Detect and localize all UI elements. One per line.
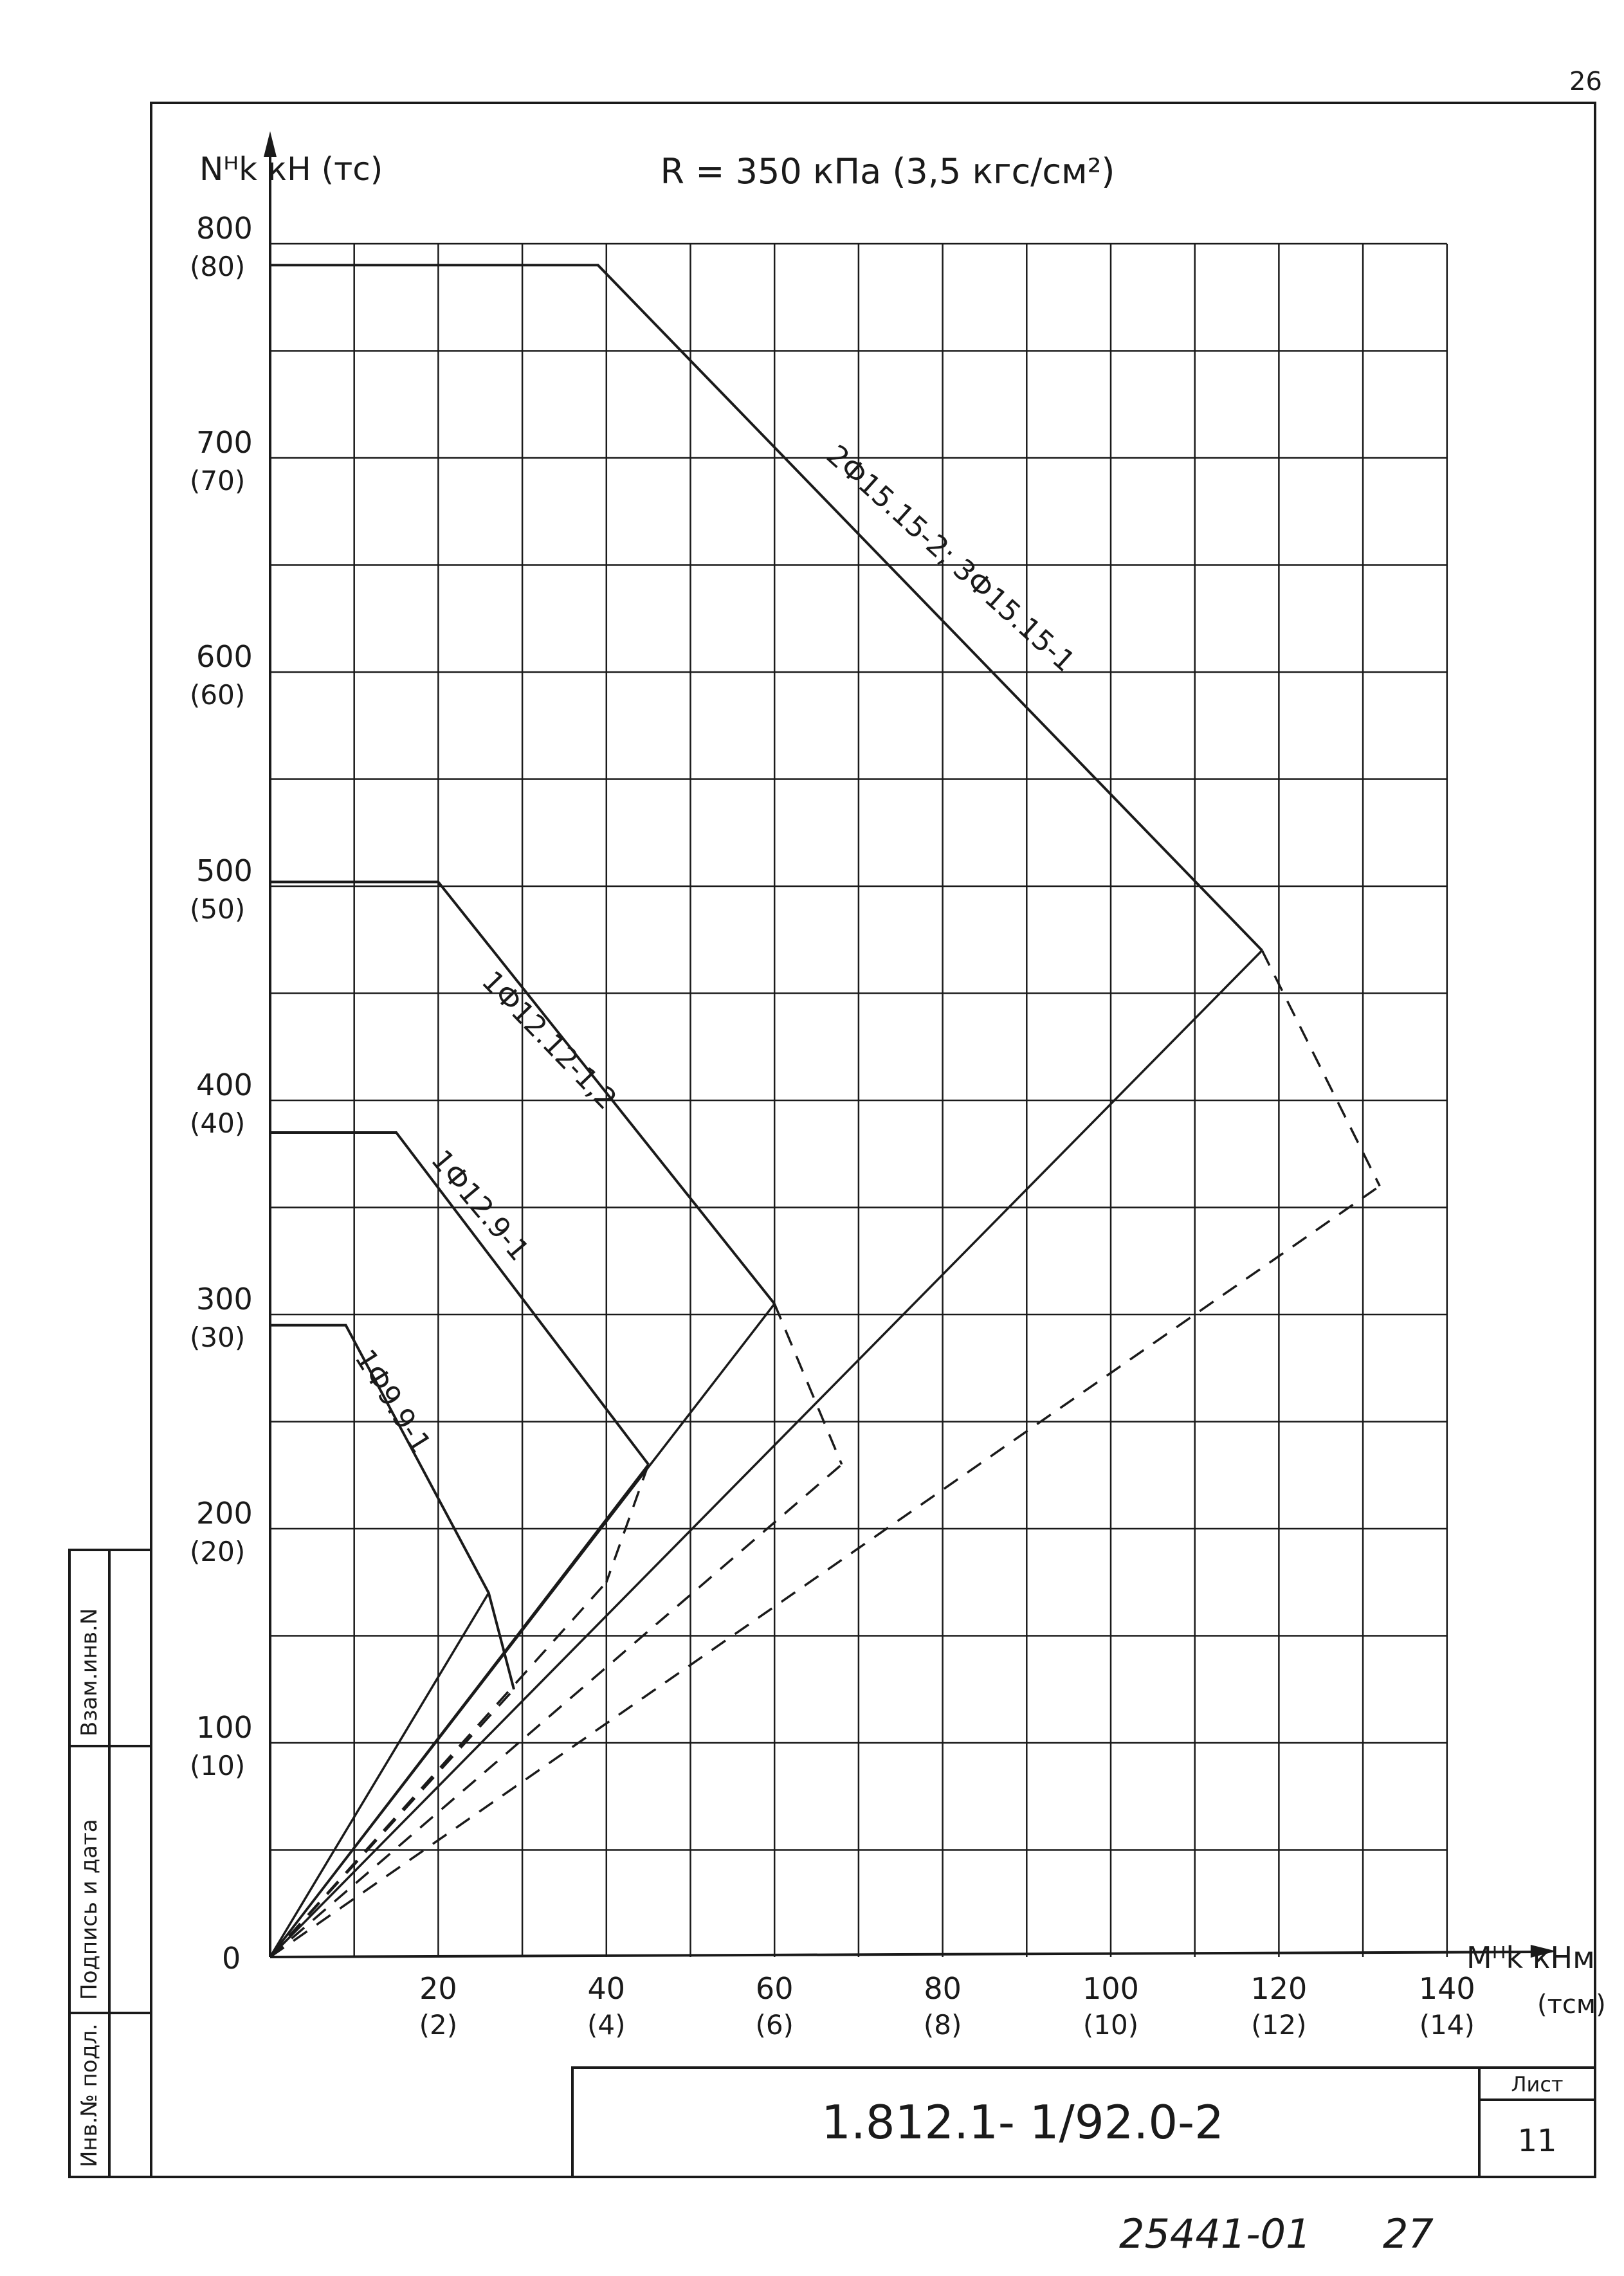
sheet-label: Лист bbox=[1511, 2072, 1563, 2097]
x-axis-arrow bbox=[1530, 1945, 1556, 1958]
y-axis-title: Nᴴk кН (тс) bbox=[199, 150, 383, 188]
series-line bbox=[270, 1131, 650, 1466]
series-line bbox=[270, 1324, 515, 1690]
load-ray-solid bbox=[269, 1303, 776, 1958]
chart-grid bbox=[270, 242, 1448, 1957]
y-axis-arrow bbox=[264, 131, 277, 157]
x-tick-label: 140 bbox=[1419, 1971, 1475, 2006]
y-tick-label: 0 bbox=[222, 1941, 241, 1976]
y-tick-alt-label: (40) bbox=[190, 1107, 245, 1139]
y-tick-label: 100 bbox=[196, 1710, 253, 1745]
load-ray-dashed bbox=[269, 1185, 1381, 1958]
x-tick-label: 80 bbox=[924, 1971, 962, 2006]
series-lines bbox=[270, 264, 1381, 1690]
stamp-vzam-inv: Взам.инв.N bbox=[77, 1608, 102, 1736]
y-tick-alt-label: (50) bbox=[190, 893, 245, 925]
x-tick-alt-label: (10) bbox=[1083, 2009, 1138, 2041]
x-tick-alt-label: (12) bbox=[1251, 2009, 1306, 2041]
x-axis-unit-alt: (тсм) bbox=[1537, 1990, 1606, 2019]
x-tick-alt-label: (14) bbox=[1419, 2009, 1475, 2041]
drawing-code: 1.812.1- 1/92.0-2 bbox=[821, 2095, 1224, 2149]
y-tick-alt-label: (10) bbox=[190, 1750, 245, 1781]
x-tick-alt-label: (6) bbox=[755, 2009, 794, 2041]
series-label: 1Ф12.9-1 bbox=[424, 1144, 536, 1268]
y-tick-label: 600 bbox=[196, 639, 253, 674]
x-tick-label: 100 bbox=[1082, 1971, 1139, 2006]
y-tick-label: 700 bbox=[196, 425, 253, 460]
drawing-frame bbox=[150, 102, 1596, 2178]
y-tick-alt-label: (80) bbox=[190, 251, 245, 282]
chart-axes bbox=[264, 131, 1556, 1958]
stamp-podpis-data: Подпись и дата bbox=[77, 1819, 102, 2000]
y-tick-alt-label: (70) bbox=[190, 465, 245, 496]
x-tick-label: 20 bbox=[419, 1971, 457, 2006]
x-tick-alt-label: (4) bbox=[587, 2009, 626, 2041]
load-ray-dashed bbox=[269, 1688, 515, 1958]
y-tick-label: 800 bbox=[196, 211, 253, 246]
sheet-number: 11 bbox=[1517, 2123, 1556, 2159]
page-number: 26 bbox=[1569, 67, 1602, 96]
x-tick-label: 40 bbox=[588, 1971, 626, 2006]
y-tick-alt-label: (60) bbox=[190, 679, 245, 711]
y-tick-label: 300 bbox=[196, 1282, 253, 1316]
series-label: 1Ф9.9-1 bbox=[348, 1343, 437, 1459]
load-ray-dashed bbox=[269, 1463, 843, 1958]
archive-number: 25441-01 bbox=[1119, 2210, 1311, 2257]
y-tick-label: 200 bbox=[196, 1496, 253, 1531]
series-dashed-segment bbox=[605, 1464, 650, 1583]
load-ray-solid bbox=[269, 1592, 490, 1958]
y-tick-label: 500 bbox=[196, 853, 253, 888]
y-tick-alt-label: (30) bbox=[190, 1322, 245, 1353]
x-tick-alt-label: (8) bbox=[924, 2009, 962, 2041]
load-rays bbox=[269, 949, 1381, 1958]
series-dashed-segment bbox=[1261, 950, 1381, 1187]
series-label: 1Ф12.12-1,2 bbox=[475, 965, 623, 1116]
x-tick-alt-label: (2) bbox=[419, 2009, 458, 2041]
x-axis-line bbox=[269, 1951, 1544, 1958]
series-dashed-segment bbox=[773, 1303, 843, 1465]
series-dashed-segment bbox=[488, 1592, 515, 1690]
series-line bbox=[270, 880, 776, 1305]
stamp-inv-podl: Инв.№ подл. bbox=[77, 2023, 102, 2167]
y-tick-alt-label: (20) bbox=[190, 1536, 245, 1567]
x-tick-label: 120 bbox=[1250, 1971, 1307, 2006]
series-line bbox=[270, 264, 1263, 952]
tick-labels: 0100(10)200(20)300(30)400(40)500(50)600(… bbox=[190, 211, 1475, 2041]
x-tick-label: 60 bbox=[756, 1971, 794, 2006]
title-block: 1.812.1- 1/92.0-2 Лист 11 bbox=[571, 2066, 1596, 2178]
y-tick-label: 400 bbox=[196, 1068, 253, 1102]
load-ray-solid bbox=[269, 949, 1263, 1958]
side-stamp: Инв.№ подл. Подпись и дата Взам.инв.N bbox=[68, 1549, 152, 2178]
archive-page: 27 bbox=[1383, 2210, 1434, 2257]
chart-title: R = 350 кПа (3,5 кгс/см²) bbox=[661, 151, 1115, 192]
